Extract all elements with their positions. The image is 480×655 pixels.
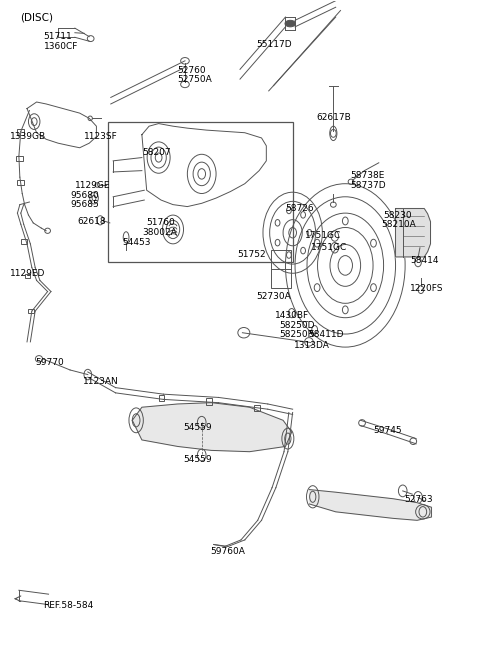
Text: 1339GB: 1339GB [10,132,47,141]
Ellipse shape [285,20,296,27]
Text: 54559: 54559 [183,455,212,464]
Text: 58210A: 58210A [381,219,416,229]
Text: 1123SF: 1123SF [84,132,118,141]
Text: 1220FS: 1220FS [410,284,444,293]
Text: 58250D: 58250D [279,321,315,330]
Bar [17,179,24,185]
Text: 1360CF: 1360CF [44,42,78,51]
Text: 59745: 59745 [373,426,402,436]
Bar [24,274,30,278]
Bar [108,122,293,262]
Text: 59760A: 59760A [210,546,245,555]
Bar [16,156,23,161]
Bar [271,250,291,288]
Bar [254,405,260,411]
Text: 1751GC: 1751GC [311,243,347,252]
Text: 52763: 52763 [404,495,433,504]
Bar [21,239,26,244]
Bar [158,395,164,402]
Text: 51752: 51752 [238,250,266,259]
Text: 59770: 59770 [35,358,64,367]
Bar [206,398,212,405]
Text: 51711: 51711 [44,32,72,41]
Text: 58411D: 58411D [308,330,344,339]
Text: REF.58-584: REF.58-584 [43,601,93,610]
Text: 1430BF: 1430BF [275,311,309,320]
Bar [17,130,24,135]
Text: 95680: 95680 [70,191,99,200]
Text: 58738E: 58738E [350,172,384,180]
Text: 58250R: 58250R [279,330,314,339]
Polygon shape [396,208,431,257]
Text: 95685: 95685 [70,200,99,209]
Text: 54559: 54559 [183,423,212,432]
Text: 62617B: 62617B [317,113,351,122]
Text: 1129ED: 1129ED [10,269,46,278]
Text: 58726: 58726 [286,204,314,213]
Text: 52750A: 52750A [178,75,213,84]
Text: 58737D: 58737D [350,181,386,189]
Text: 54453: 54453 [123,238,151,247]
Text: 52760: 52760 [178,66,206,75]
Text: 58230: 58230 [384,210,412,219]
Text: (DISC): (DISC) [20,12,53,22]
Text: 1123AN: 1123AN [83,377,119,386]
Text: 52730A: 52730A [257,291,291,301]
Text: 55117D: 55117D [257,40,292,49]
Text: 1313DA: 1313DA [294,341,329,350]
Text: 62618: 62618 [77,217,106,226]
Text: 1129GE: 1129GE [75,181,110,190]
Text: 58207: 58207 [142,148,170,157]
Bar [28,309,34,313]
Text: 58414: 58414 [410,256,438,265]
Text: 1751GC: 1751GC [305,231,341,240]
Text: 51760: 51760 [147,218,175,227]
Polygon shape [310,489,432,520]
Text: 38002A: 38002A [142,227,177,236]
Polygon shape [132,403,292,452]
